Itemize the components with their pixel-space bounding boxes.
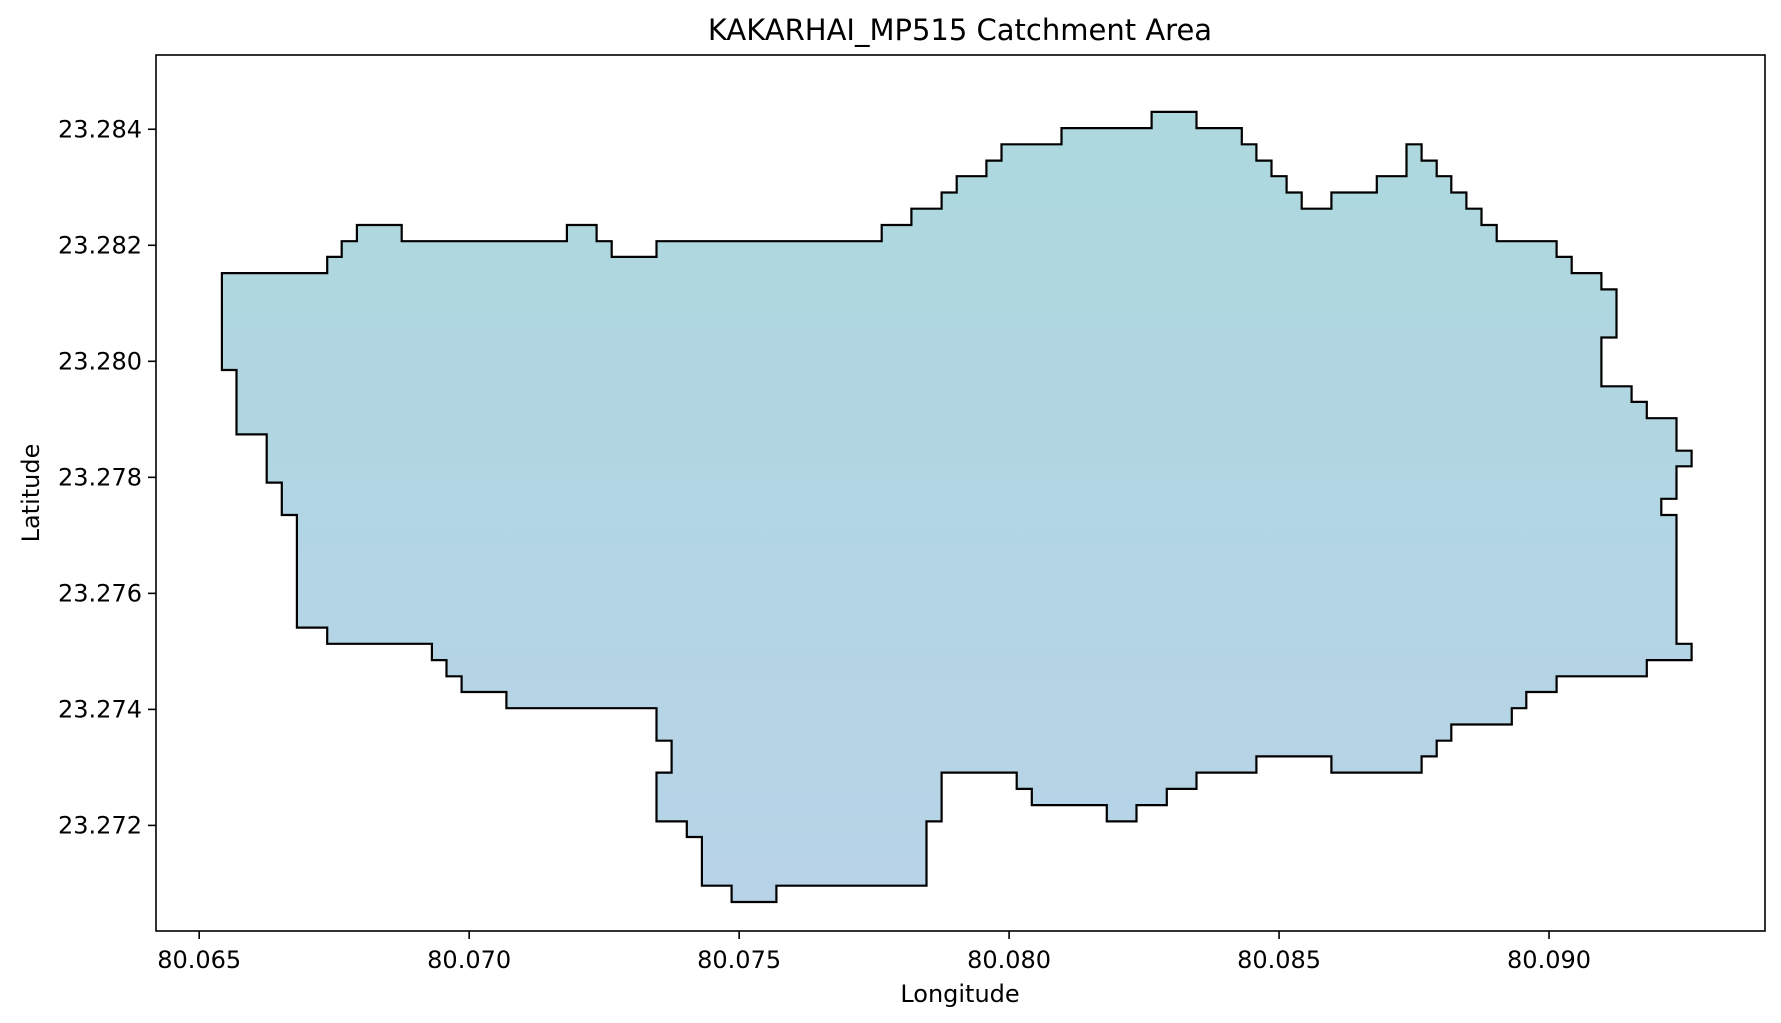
chart-title: KAKARHAI_MP515 Catchment Area <box>708 13 1212 47</box>
y-tick-label: 23.280 <box>58 347 142 375</box>
x-axis-label: Longitude <box>900 980 1019 1008</box>
y-axis-label: Latitude <box>17 444 45 543</box>
x-tick-label: 80.070 <box>427 946 511 974</box>
y-tick-label: 23.274 <box>58 695 142 723</box>
x-axis: 80.065 80.070 80.075 80.080 80.085 80.090 <box>157 931 1591 974</box>
x-tick-label: 80.075 <box>697 946 781 974</box>
x-tick-label: 80.080 <box>967 946 1051 974</box>
y-tick-label: 23.276 <box>58 579 142 607</box>
x-tick-label: 80.085 <box>1237 946 1321 974</box>
catchment-polygon <box>220 110 1693 904</box>
plot-area <box>220 110 1693 904</box>
y-tick-label: 23.284 <box>58 115 142 143</box>
y-tick-label: 23.278 <box>58 463 142 491</box>
x-tick-label: 80.065 <box>157 946 241 974</box>
y-tick-label: 23.272 <box>58 811 142 839</box>
y-tick-label: 23.282 <box>58 231 142 259</box>
plot-frame <box>155 54 1766 932</box>
y-axis: 23.272 23.274 23.276 23.278 23.280 23.282 23.2… <box>58 115 156 839</box>
x-tick-label: 80.090 <box>1507 946 1591 974</box>
